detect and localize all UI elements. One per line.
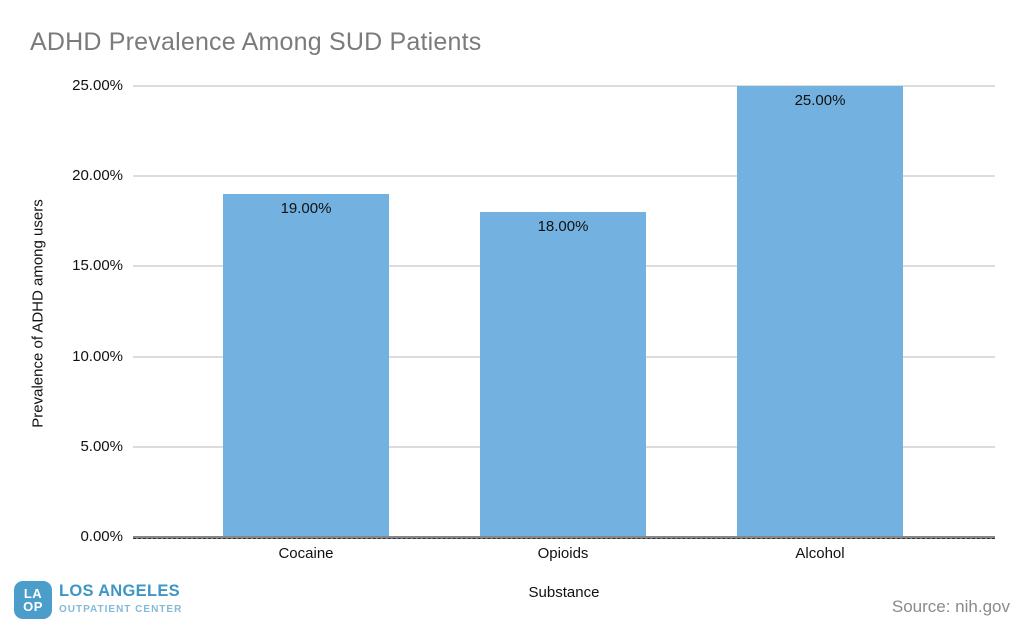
bar-value-label: 25.00% bbox=[794, 92, 846, 109]
bar bbox=[480, 212, 646, 537]
y-tick-label: 5.00% bbox=[80, 437, 123, 455]
logo-badge-line2: OP bbox=[23, 599, 43, 614]
x-tick-label: Alcohol bbox=[795, 545, 845, 562]
y-tick-label: 0.00% bbox=[80, 528, 123, 545]
bar-value-label: 18.00% bbox=[537, 218, 589, 236]
x-axis-title: Substance bbox=[528, 584, 600, 601]
logo-name: LOS ANGELES bbox=[59, 582, 180, 600]
x-tick-label: Cocaine bbox=[278, 545, 334, 562]
bar bbox=[223, 194, 389, 537]
bar bbox=[737, 86, 903, 537]
logo-subtitle: OUTPATIENT CENTER bbox=[59, 604, 183, 615]
source-text: Source: nih.gov bbox=[891, 597, 1010, 616]
logo-badge-icon: LA OP bbox=[14, 581, 52, 619]
x-axis-line bbox=[133, 536, 995, 539]
bar-value-label: 19.00% bbox=[280, 200, 332, 218]
y-tick-label: 10.00% bbox=[72, 347, 123, 365]
logo-badge-line1: LA bbox=[23, 586, 43, 601]
y-tick-label: 25.00% bbox=[72, 77, 123, 94]
logo-text: LOS ANGELES OUTPATIENT CENTER bbox=[59, 581, 182, 615]
logo: LA OP LOS ANGELES OUTPATIENT CENTER bbox=[14, 581, 182, 619]
gridline bbox=[133, 85, 995, 87]
x-tick-label: Opioids bbox=[537, 545, 589, 562]
chart-title: ADHD Prevalence Among SUD Patients bbox=[30, 28, 482, 56]
y-tick-label: 15.00% bbox=[72, 257, 123, 275]
gridline bbox=[133, 175, 995, 178]
y-axis-title: Prevalence of ADHD among users bbox=[29, 199, 47, 428]
y-tick-label: 20.00% bbox=[72, 167, 123, 185]
